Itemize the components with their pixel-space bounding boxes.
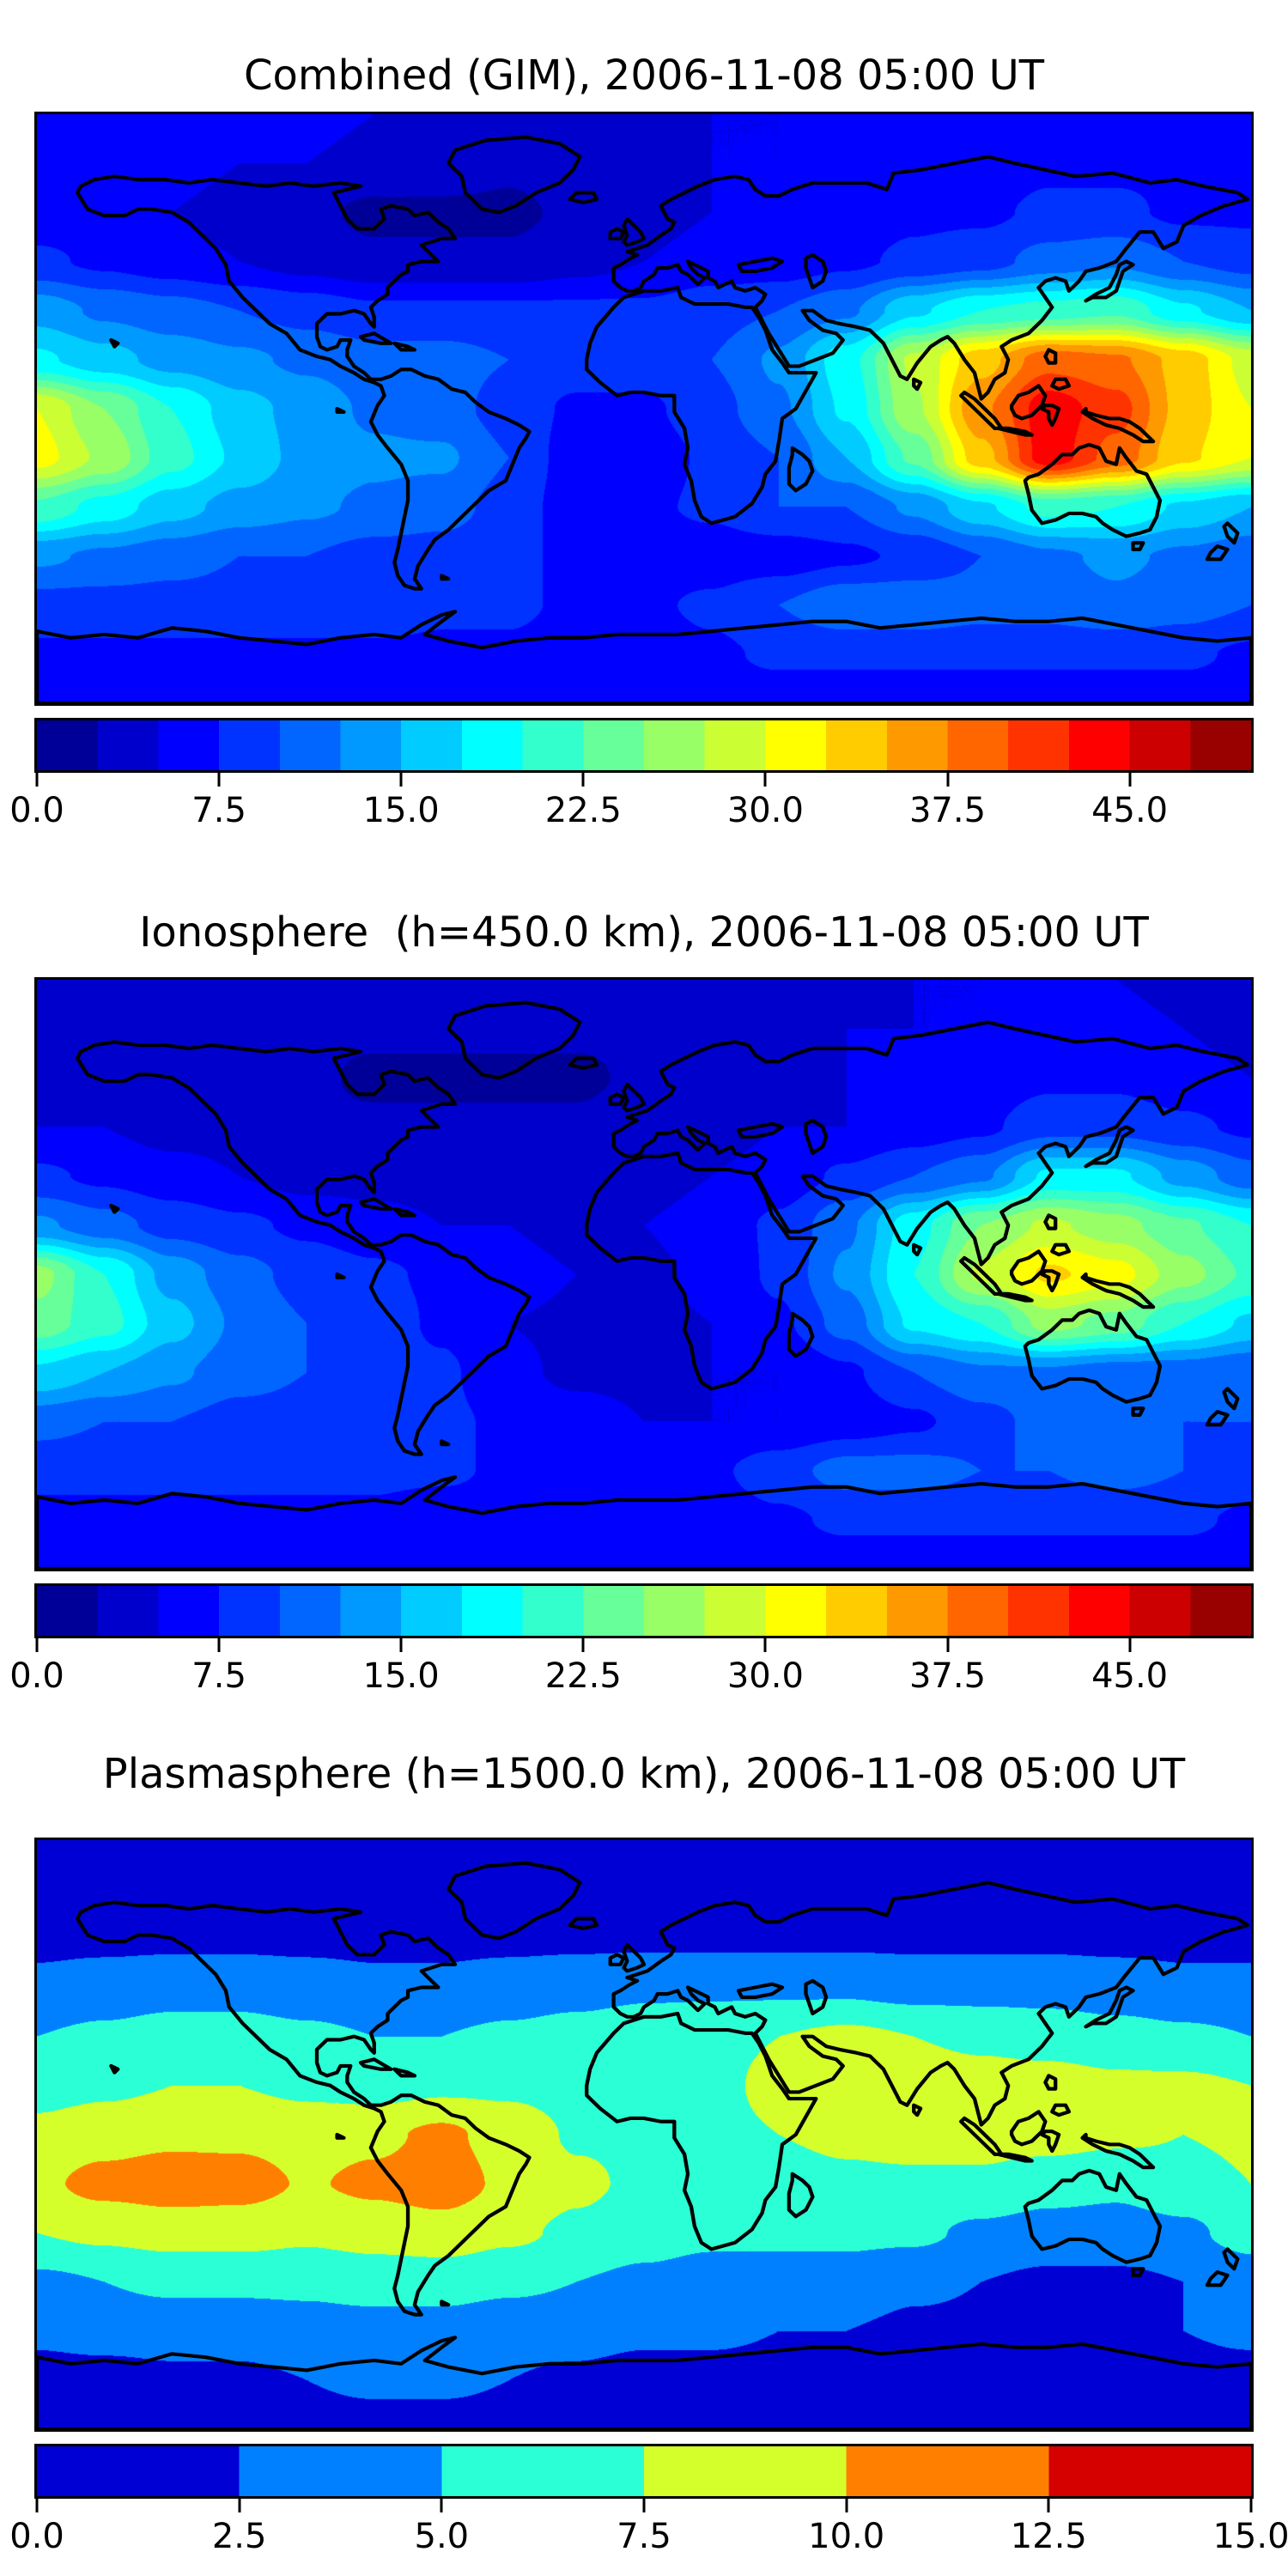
colorbar bbox=[34, 718, 1254, 773]
colorbar-tick-mark bbox=[763, 1638, 767, 1652]
colorbar-tick-label: 15.0 bbox=[362, 1656, 440, 1696]
colorbar bbox=[34, 2444, 1254, 2499]
coastline-overlay bbox=[37, 1000, 1251, 1569]
colorbar-tick-mark bbox=[35, 773, 39, 787]
colorbar-tick-label: 30.0 bbox=[726, 791, 804, 830]
map-combined-gim bbox=[34, 112, 1254, 706]
colorbar-tick-label: 2.5 bbox=[211, 2517, 267, 2556]
colorbar-tick-mark bbox=[440, 2499, 443, 2512]
tec-heatmap-canvas bbox=[37, 114, 1251, 703]
colorbar-tick-mark bbox=[845, 2499, 848, 2512]
panel-title: Plasmasphere (h=1500.0 km), 2006-11-08 0… bbox=[102, 1750, 1186, 1798]
colorbar-tick-label: 22.5 bbox=[544, 791, 622, 830]
panel-title: Ionosphere (h=450.0 km), 2006-11-08 05:0… bbox=[139, 908, 1149, 957]
coastline-overlay bbox=[37, 1861, 1251, 2429]
colorbar-tick-mark bbox=[1128, 773, 1132, 787]
colorbar-tick-labels: 0.0 7.5 15.0 22.5 30.0 37.5 45.0 bbox=[9, 791, 1251, 836]
colorbar-tick-label: 45.0 bbox=[1091, 1656, 1169, 1696]
colorbar-tick-label: 5.0 bbox=[414, 2517, 470, 2556]
colorbar-tick-mark bbox=[399, 1638, 403, 1652]
colorbar-ticks bbox=[35, 773, 1251, 787]
tec-heatmap-canvas bbox=[37, 980, 1251, 1569]
colorbar-tick-label: 30.0 bbox=[726, 1656, 804, 1696]
colorbar-tick-mark bbox=[581, 1638, 585, 1652]
panel-title: Combined (GIM), 2006-11-08 05:00 UT bbox=[243, 52, 1045, 100]
colorbar-tick-mark bbox=[217, 773, 221, 787]
colorbar-ticks bbox=[35, 2499, 1253, 2512]
colorbar-tick-mark bbox=[217, 1638, 221, 1652]
colorbar bbox=[34, 1583, 1254, 1638]
colorbar-tick-mark bbox=[35, 2499, 39, 2512]
colorbar-tick-mark bbox=[238, 2499, 241, 2512]
colorbar-tick-labels: 0.0 7.5 15.0 22.5 30.0 37.5 45.0 bbox=[9, 1656, 1251, 1702]
colorbar-tick-label: 7.5 bbox=[617, 2517, 671, 2556]
colorbar-tick-mark bbox=[399, 773, 403, 787]
colorbar-tick-label: 12.5 bbox=[1010, 2517, 1087, 2556]
colorbar-tick-mark bbox=[946, 1638, 949, 1652]
colorbar-tick-label: 0.0 bbox=[9, 2517, 64, 2556]
colorbar-tick-label: 7.5 bbox=[191, 791, 246, 830]
colorbar-tick-mark bbox=[946, 773, 949, 787]
colorbar-tick-label: 0.0 bbox=[9, 1656, 64, 1696]
colorbar-tick-label: 15.0 bbox=[1212, 2517, 1288, 2556]
colorbar-tick-labels: 0.0 2.5 5.0 7.5 10.0 12.5 15.0 bbox=[9, 2517, 1288, 2562]
colorbar-tick-label: 15.0 bbox=[362, 791, 440, 830]
map-ionosphere bbox=[34, 977, 1254, 1571]
tec-heatmap-canvas bbox=[37, 1840, 1251, 2429]
colorbar-tick-mark bbox=[1047, 2499, 1050, 2512]
colorbar-tick-mark bbox=[1249, 2499, 1253, 2512]
colorbar-tick-mark bbox=[1128, 1638, 1132, 1652]
coastline-path bbox=[37, 1000, 1251, 1569]
colorbar-tick-label: 0.0 bbox=[9, 791, 64, 830]
colorbar-tick-mark bbox=[642, 2499, 646, 2512]
colorbar-ticks bbox=[35, 1638, 1251, 1652]
map-plasmasphere bbox=[34, 1838, 1254, 2432]
colorbar-tick-label: 22.5 bbox=[544, 1656, 622, 1696]
colorbar-tick-mark bbox=[763, 773, 767, 787]
colorbar-tick-label: 45.0 bbox=[1091, 791, 1169, 830]
colorbar-tick-mark bbox=[581, 773, 585, 787]
colorbar-tick-label: 37.5 bbox=[908, 1656, 987, 1696]
coastline-path bbox=[37, 135, 1251, 703]
colorbar-tick-label: 37.5 bbox=[908, 791, 987, 830]
coastline-path bbox=[37, 1861, 1251, 2429]
colorbar-tick-label: 10.0 bbox=[808, 2517, 885, 2556]
coastline-overlay bbox=[37, 135, 1251, 703]
colorbar-tick-mark bbox=[35, 1638, 39, 1652]
colorbar-tick-label: 7.5 bbox=[191, 1656, 246, 1696]
